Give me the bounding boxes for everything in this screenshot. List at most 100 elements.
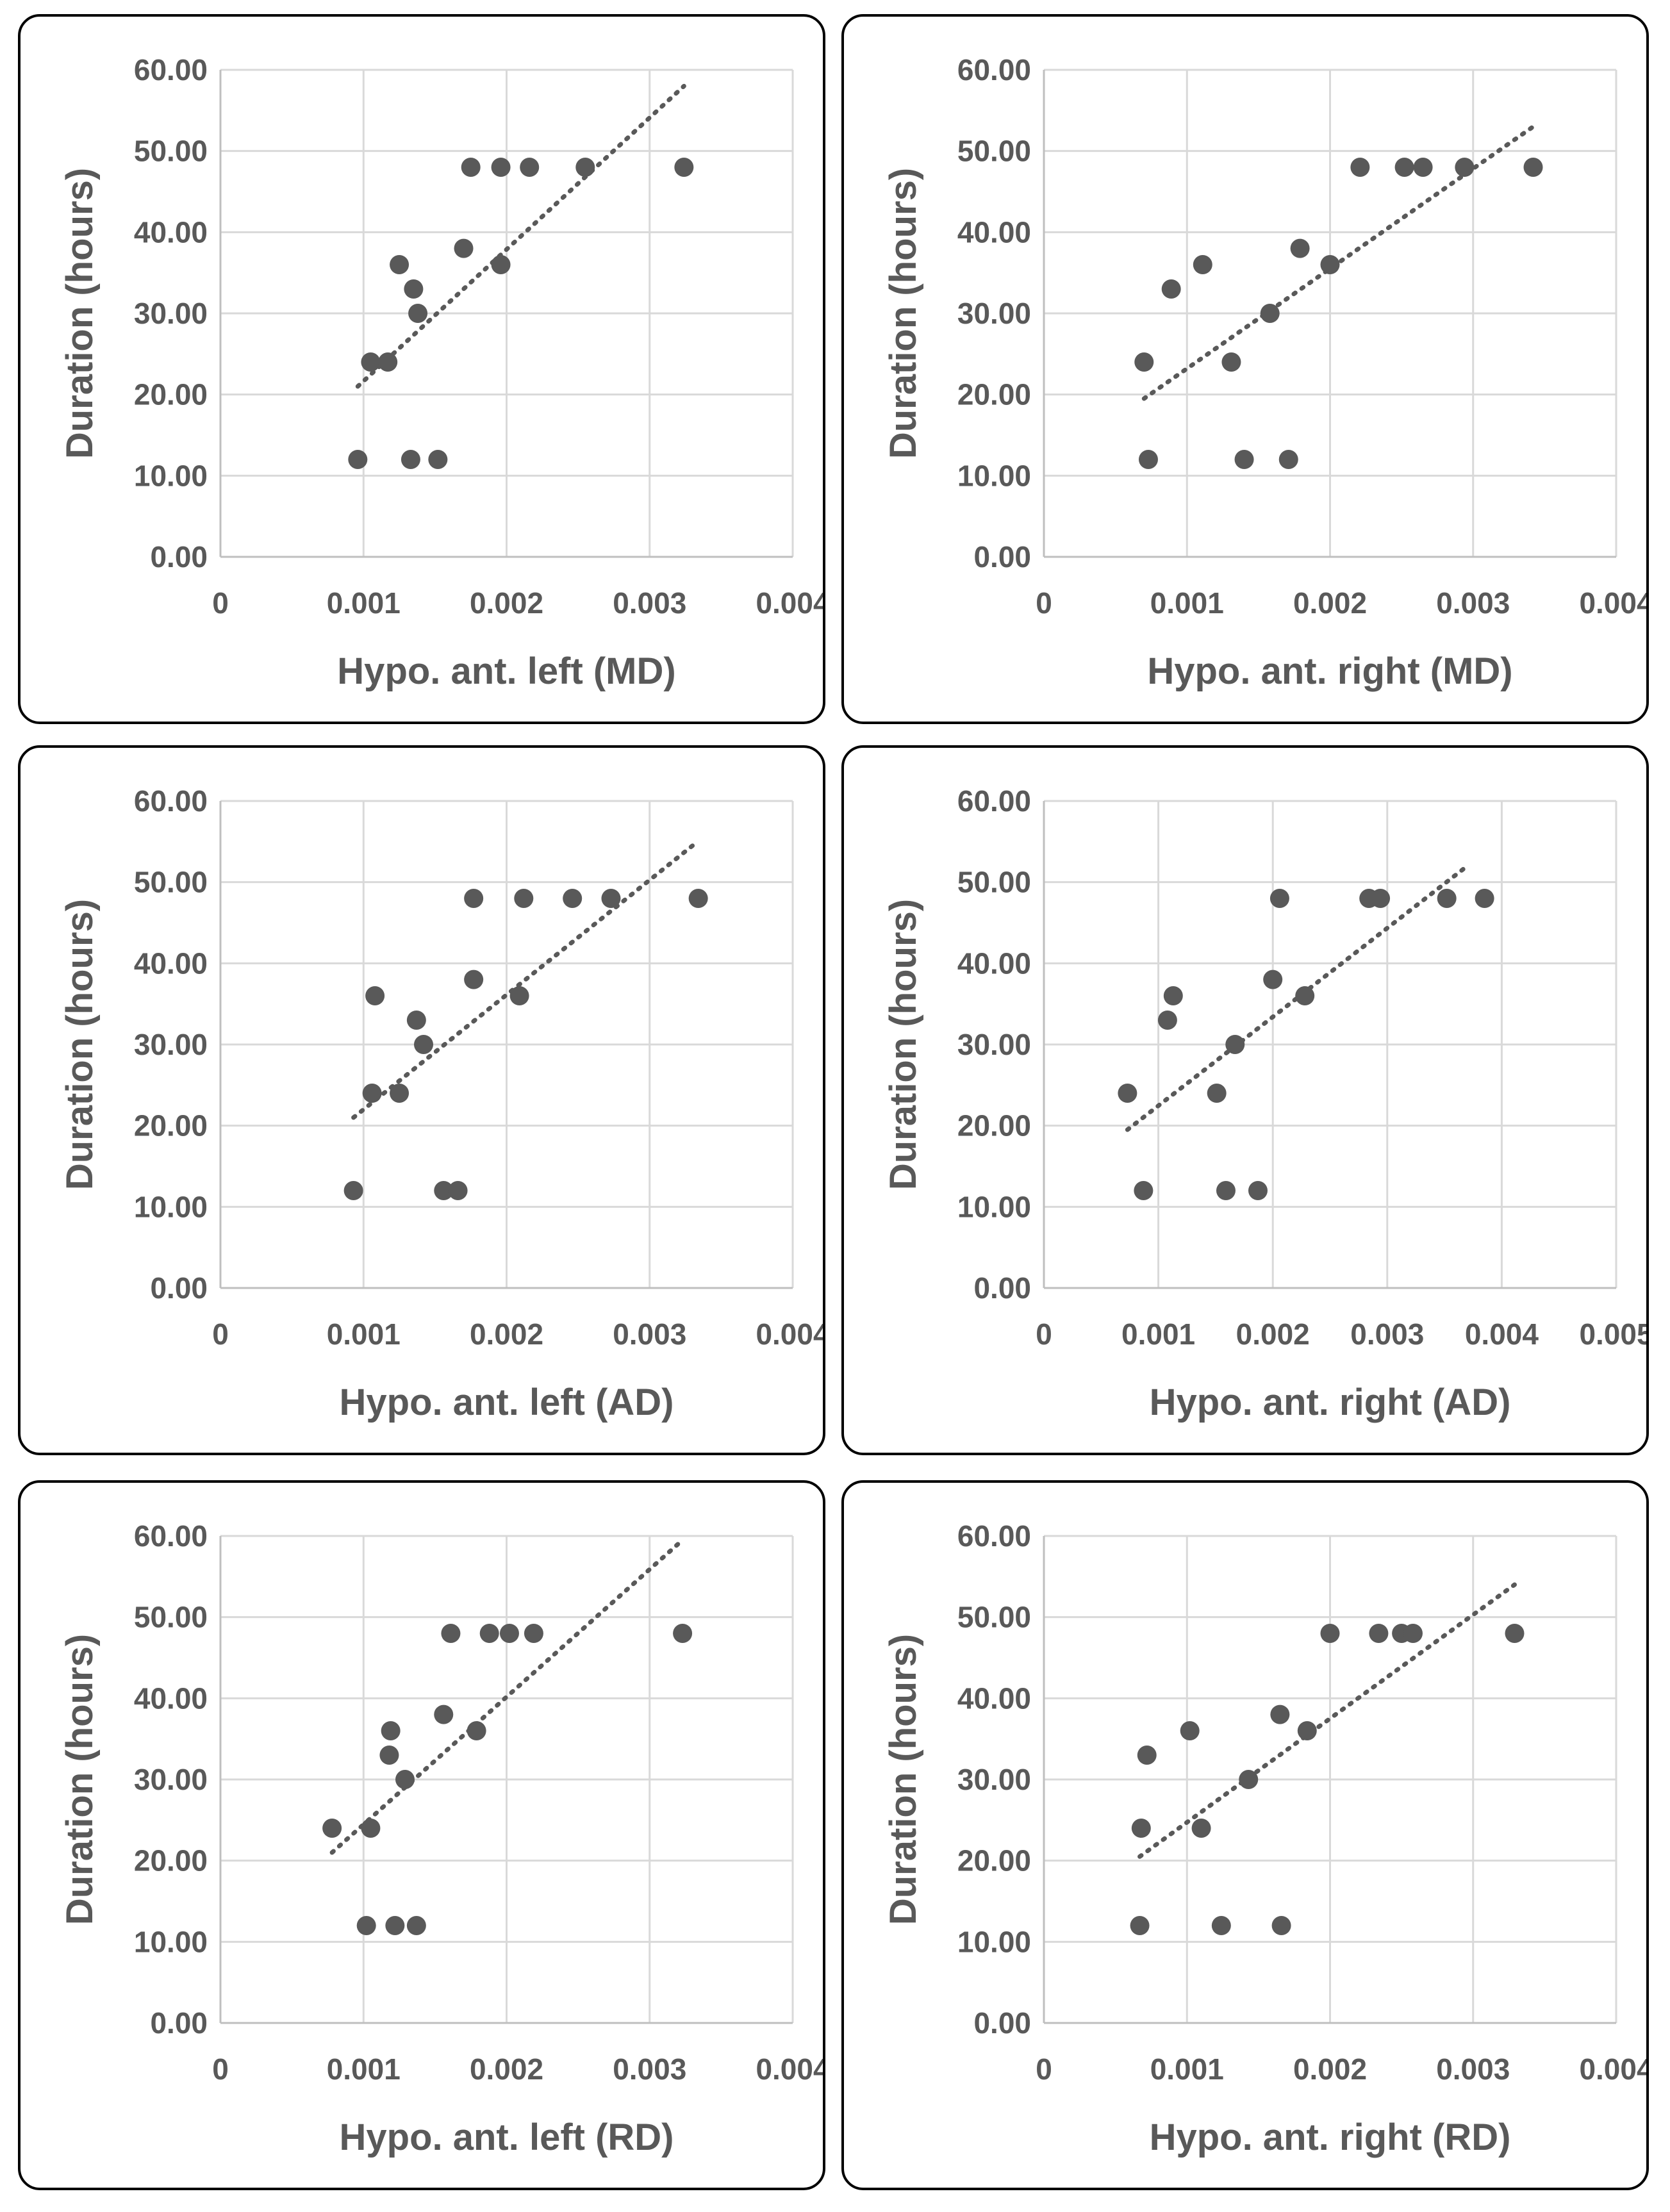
x-tick-label: 0.001	[327, 2052, 401, 2086]
x-axis-title: Hypo. ant. right (MD)	[1147, 650, 1512, 692]
data-point	[1270, 1704, 1290, 1724]
x-tick-label: 0.001	[1150, 2052, 1224, 2086]
data-point	[408, 304, 428, 323]
y-tick-label: 40.00	[134, 946, 208, 980]
chart-panel-md-left: 0.00 10.00 20.00 30.00 40.00 50.00 60.00 0 0.001…	[18, 14, 825, 724]
x-tick-label: 0	[1036, 1317, 1052, 1351]
data-point	[434, 1704, 454, 1724]
data-point	[1157, 1011, 1177, 1030]
trendline	[329, 1537, 685, 1855]
data-point	[448, 1181, 468, 1200]
data-point	[491, 255, 511, 274]
data-point	[491, 158, 511, 177]
y-tick-label: 60.00	[134, 1519, 208, 1553]
scatter-chart: 0.00 10.00 20.00 30.00 40.00 50.00 60.00 0 0.001…	[882, 53, 1649, 692]
data-point	[406, 1011, 426, 1030]
x-tick-label: 0.001	[1150, 586, 1224, 620]
y-tick-label: 50.00	[957, 135, 1031, 168]
y-tick-label: 60.00	[957, 1519, 1031, 1553]
data-point	[322, 1819, 342, 1838]
x-axis-title: Hypo. ant. left (RD)	[340, 2117, 674, 2158]
data-point	[1320, 255, 1340, 274]
data-point	[1191, 1819, 1211, 1838]
data-point	[1371, 889, 1391, 908]
x-tick-label: 0	[1036, 2052, 1052, 2086]
data-point	[406, 1916, 426, 1935]
data-point	[385, 1916, 405, 1935]
y-tick-label: 40.00	[957, 215, 1031, 249]
data-point	[378, 352, 398, 372]
x-tick-label: 0.004	[756, 2052, 825, 2086]
data-point	[673, 1624, 693, 1643]
data-point	[1475, 889, 1494, 908]
data-point	[348, 450, 368, 469]
y-tick-label: 60.00	[134, 784, 208, 818]
y-tick-label: 0.00	[150, 2006, 208, 2040]
data-point	[514, 889, 534, 908]
data-point	[1290, 238, 1310, 258]
data-point	[1161, 279, 1181, 299]
x-tick-label: 0.003	[613, 1317, 686, 1351]
data-point	[1130, 1916, 1150, 1935]
data-point	[1131, 1819, 1151, 1838]
y-tick-label: 30.00	[134, 1763, 208, 1796]
data-point	[1271, 1916, 1291, 1935]
y-axis-title: Duration (hours)	[882, 1634, 924, 1925]
data-point	[1437, 889, 1457, 908]
data-point	[1413, 158, 1433, 177]
x-tick-label: 0.004	[756, 1317, 825, 1351]
scatter-chart: 0.00 10.00 20.00 30.00 40.00 50.00 60.00 0 0.001…	[59, 1519, 825, 2158]
y-tick-label: 0.00	[150, 540, 208, 574]
y-tick-label: 30.00	[134, 297, 208, 330]
data-point	[1239, 1770, 1259, 1789]
data-point	[1263, 970, 1283, 989]
data-point	[1134, 1181, 1153, 1200]
x-tick-label: 0.002	[1236, 1317, 1310, 1351]
x-tick-label: 0.002	[470, 1317, 543, 1351]
data-point	[509, 986, 529, 1005]
chart-panel-ad-left: 0.00 10.00 20.00 30.00 40.00 50.00 60.00 0 0.001…	[18, 745, 825, 1455]
data-point	[365, 986, 385, 1005]
y-tick-label: 30.00	[134, 1028, 208, 1061]
data-point	[1134, 352, 1154, 372]
data-point	[414, 1035, 434, 1054]
x-tick-label: 0.001	[1121, 1317, 1195, 1351]
data-point	[1163, 986, 1183, 1005]
y-tick-label: 0.00	[973, 540, 1031, 574]
y-tick-label: 20.00	[957, 1844, 1031, 1878]
data-point	[1320, 1624, 1340, 1643]
y-tick-label: 10.00	[134, 1925, 208, 1958]
data-point	[1221, 352, 1241, 372]
x-tick-label: 0.004	[1579, 586, 1649, 620]
y-tick-label: 10.00	[957, 1925, 1031, 1958]
y-tick-label: 60.00	[134, 53, 208, 87]
data-point	[379, 1746, 399, 1765]
y-tick-label: 20.00	[134, 378, 208, 411]
data-point	[1138, 450, 1158, 469]
data-point	[1523, 158, 1543, 177]
y-tick-label: 20.00	[957, 1109, 1031, 1143]
y-tick-label: 30.00	[957, 1763, 1031, 1796]
trendline	[351, 843, 695, 1120]
data-point	[1248, 1181, 1268, 1200]
x-tick-label: 0.001	[327, 586, 401, 620]
data-point	[1505, 1624, 1525, 1643]
x-tick-label: 0.004	[1579, 2052, 1649, 2086]
data-point	[1297, 1721, 1317, 1740]
x-tick-label: 0	[1036, 586, 1052, 620]
y-tick-label: 40.00	[957, 946, 1031, 980]
y-tick-label: 30.00	[957, 297, 1031, 330]
data-point	[1234, 450, 1254, 469]
data-point	[390, 1084, 409, 1103]
scatter-chart: 0.00 10.00 20.00 30.00 40.00 50.00 60.00 0 0.001…	[59, 784, 825, 1423]
y-tick-label: 20.00	[134, 1844, 208, 1878]
data-point	[1207, 1084, 1227, 1103]
data-point	[1180, 1721, 1200, 1740]
y-axis-title: Duration (hours)	[59, 168, 101, 459]
data-point	[464, 970, 484, 989]
data-point	[1455, 158, 1475, 177]
x-tick-label: 0.005	[1579, 1317, 1649, 1351]
y-tick-label: 60.00	[957, 53, 1031, 87]
x-axis-title: Hypo. ant. left (AD)	[340, 1382, 674, 1423]
x-tick-label: 0.002	[470, 586, 543, 620]
